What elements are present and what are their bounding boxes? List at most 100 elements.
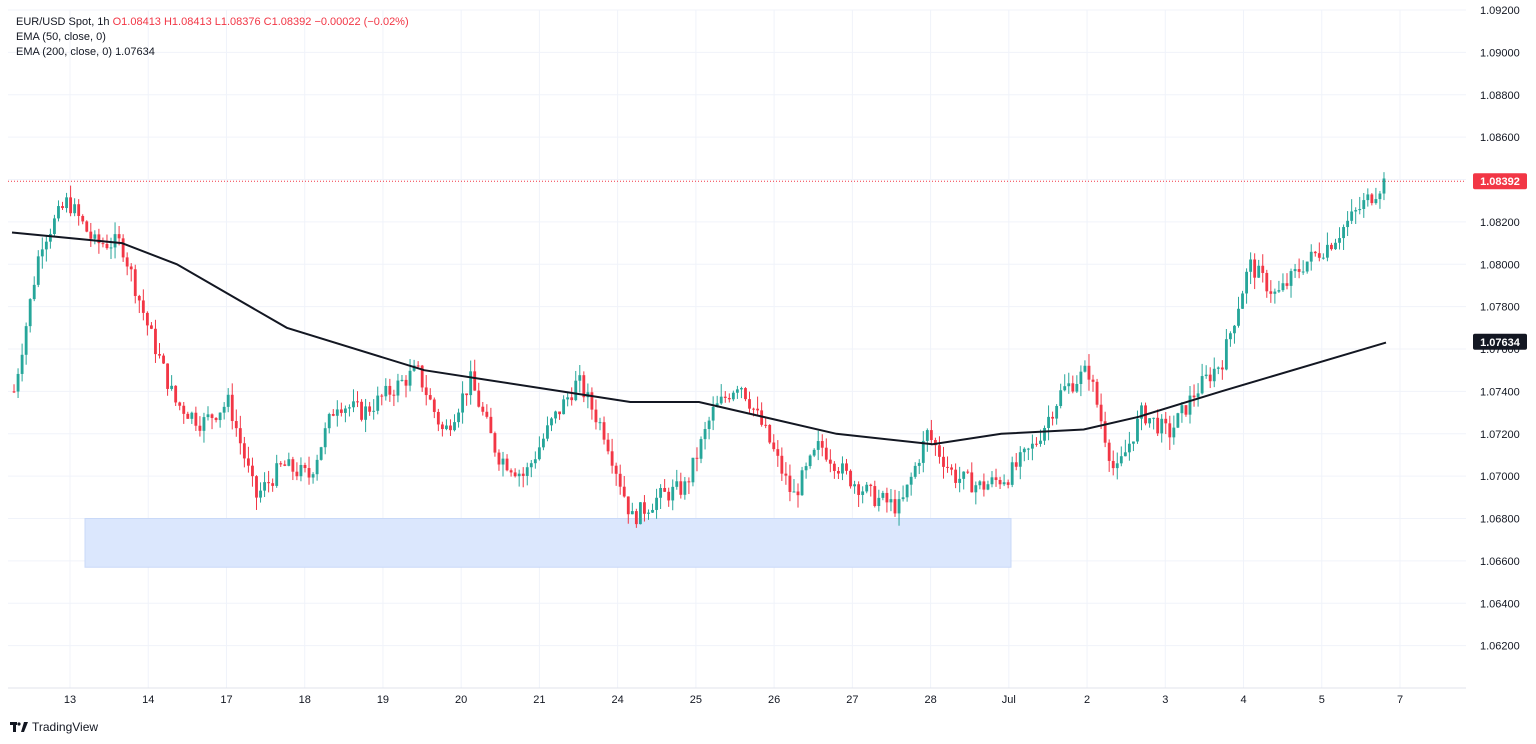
candle-body (970, 472, 974, 493)
candle-body (40, 249, 44, 257)
candle-body (222, 406, 226, 413)
candle-body (731, 392, 735, 400)
candle-body (582, 375, 586, 398)
candle-body (1245, 271, 1248, 294)
candle-body (764, 424, 768, 426)
price-tick-label: 1.07400 (1480, 386, 1520, 398)
price-tick-label: 1.08600 (1480, 132, 1520, 144)
candle-body (129, 266, 133, 270)
candle-body (558, 411, 561, 415)
candle-body (1043, 427, 1046, 441)
candle-body (1063, 386, 1067, 391)
candle-body (44, 241, 48, 250)
candle-body (73, 204, 77, 214)
symbol-row: EUR/USD Spot, 1h O1.08413 H1.08413 L1.08… (16, 15, 409, 30)
candle-body (440, 424, 444, 430)
candle-body (12, 391, 16, 393)
candle-body (1241, 293, 1244, 309)
candle-body (1374, 199, 1378, 204)
candle-body (1022, 448, 1026, 453)
candle-body (1010, 462, 1014, 485)
candle-body (748, 399, 751, 409)
candle-body (990, 477, 994, 485)
candle-body (182, 405, 186, 414)
candle-body (1071, 383, 1075, 392)
candle-body (1305, 261, 1309, 272)
candle-body (1095, 381, 1099, 405)
candle-body (311, 474, 315, 478)
candle-body (360, 401, 363, 420)
candle-body (1067, 383, 1071, 387)
candle-body (202, 417, 206, 431)
time-axis[interactable]: 13 14 17 18 19 20 21 24 25 26 27 28 Jul 2 3 4 5 7 (64, 694, 1403, 706)
candle-body (331, 414, 335, 416)
candle-body (699, 439, 703, 459)
price-axis[interactable]: 1.092001.090001.088001.086001.084001.082… (1480, 5, 1520, 653)
candle-body (85, 221, 89, 232)
candle-body (1273, 291, 1277, 294)
candle-body (824, 447, 828, 460)
candle-body (105, 244, 109, 249)
candle-body (194, 412, 198, 426)
candle-body (210, 414, 214, 418)
candle-body (1216, 367, 1220, 369)
candle-body (461, 393, 465, 413)
candle-body (1224, 339, 1228, 370)
candle-body (1301, 271, 1305, 273)
candle-body (752, 408, 755, 410)
candle-body (162, 355, 165, 364)
candle-body (630, 511, 634, 515)
candle-body (1006, 482, 1010, 485)
candle-body (1309, 251, 1313, 262)
candle-body (1229, 333, 1232, 340)
candle-body (845, 463, 848, 471)
candle-body (841, 463, 844, 474)
candle-body (1172, 427, 1176, 438)
candle-body (1188, 395, 1192, 415)
candle-body (1184, 405, 1188, 415)
candle-body (53, 218, 56, 234)
support-zone (84, 518, 1012, 568)
candle-body (517, 473, 521, 477)
candle-body (897, 499, 901, 514)
candle-body (614, 465, 618, 474)
candle-body (303, 464, 307, 469)
candle-body (1317, 253, 1321, 258)
candle-body (954, 469, 958, 483)
candle-body (376, 395, 380, 411)
candle-body (675, 481, 679, 487)
candle-body (1382, 178, 1386, 194)
candle-body (707, 420, 711, 430)
time-tick-label: 7 (1397, 694, 1403, 706)
candle-body (566, 397, 570, 400)
time-tick-label: 19 (377, 694, 389, 706)
tradingview-logo-icon (10, 722, 28, 732)
candle-body (1321, 257, 1325, 259)
candle-body (141, 300, 145, 313)
candle-body (89, 231, 93, 239)
candle-body (1160, 418, 1164, 434)
candle-body (1220, 367, 1224, 370)
price-tick-label: 1.07200 (1480, 429, 1520, 441)
ema50-row: EMA (50, close, 0) (16, 30, 409, 45)
candle-body (1265, 272, 1269, 292)
candle-body (893, 499, 897, 514)
candle-body (1342, 227, 1345, 239)
candle-body (917, 462, 921, 466)
candle-body (485, 411, 489, 417)
candle-body (150, 325, 153, 329)
candle-body (816, 441, 820, 450)
candle-body (905, 484, 909, 498)
time-tick-label: 21 (533, 694, 545, 706)
candle-body (1261, 265, 1265, 273)
candle-body (634, 511, 638, 525)
time-tick-label: 27 (846, 694, 858, 706)
candle-body (420, 365, 424, 388)
candle-body (521, 473, 525, 476)
candle-body (255, 476, 258, 498)
candle-body (380, 395, 384, 397)
candle-body (679, 481, 683, 495)
candle-body (81, 215, 85, 222)
tradingview-logo[interactable]: TradingView (10, 720, 98, 734)
